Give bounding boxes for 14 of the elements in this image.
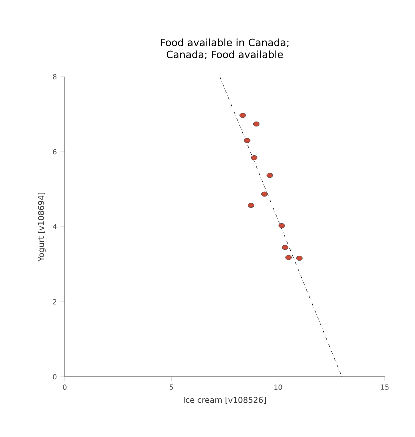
- point: [278, 223, 286, 228]
- x-axis-title: Ice cream [v108526]: [184, 396, 266, 404]
- point: [248, 203, 254, 208]
- chart-title: Food available in Canada; Canada; Food available: [161, 38, 289, 60]
- y-axis-title: Yogurt [v108694]: [38, 193, 46, 262]
- point: [253, 122, 260, 127]
- point: [251, 156, 258, 160]
- point: [266, 173, 274, 178]
- point: [244, 138, 251, 144]
- point: [286, 255, 292, 260]
- point: [282, 245, 289, 250]
- point: [240, 113, 246, 118]
- point: [261, 192, 268, 197]
- point: [296, 256, 303, 261]
